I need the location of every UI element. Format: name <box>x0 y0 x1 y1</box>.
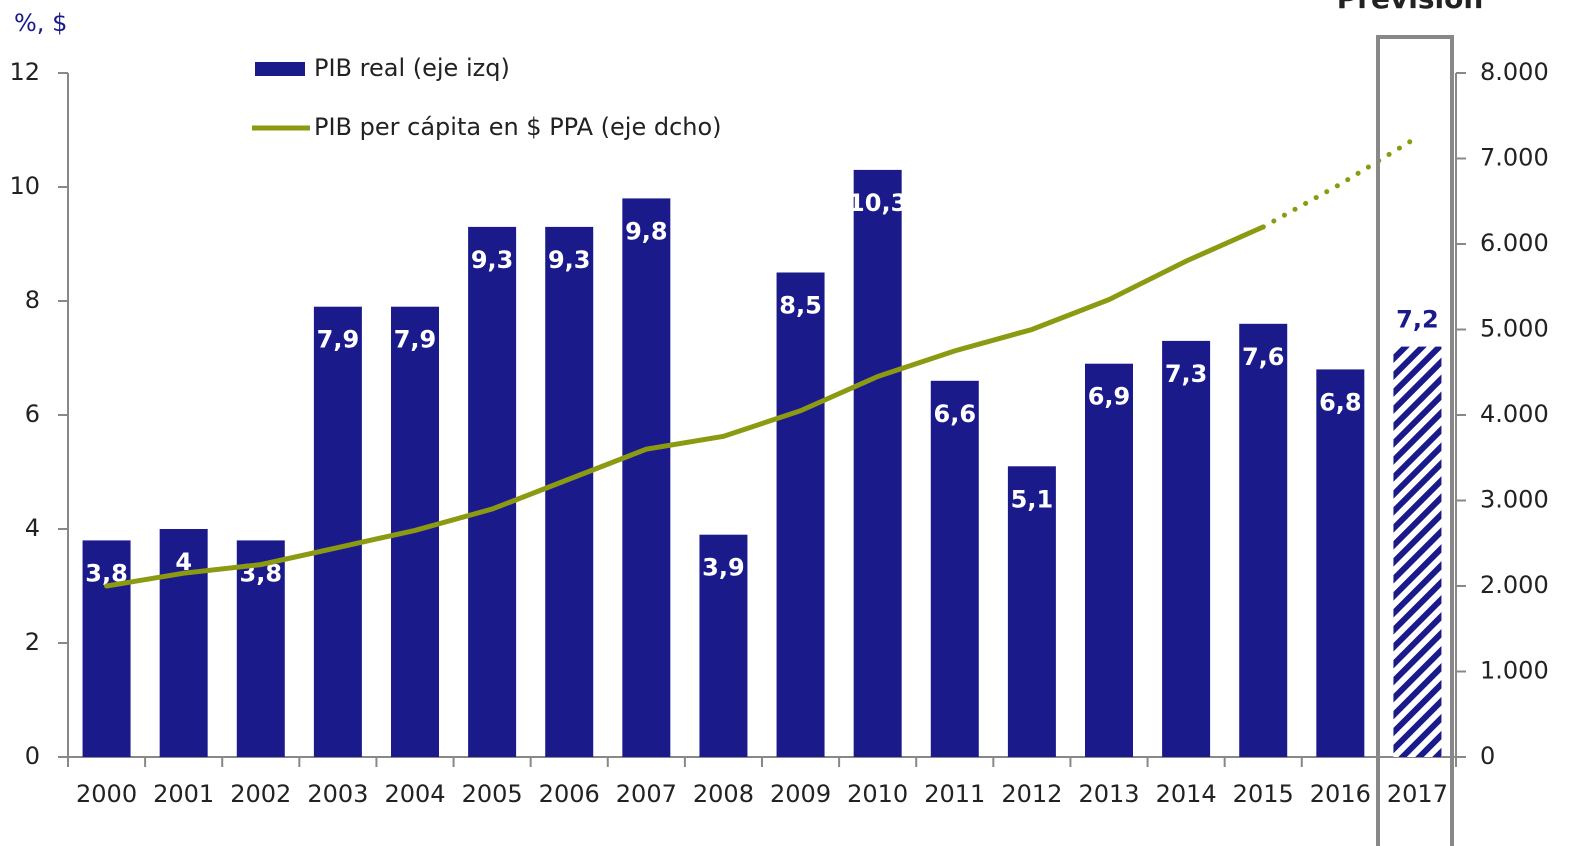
bar <box>853 169 902 757</box>
y-tick-label: 0 <box>25 742 40 770</box>
line-forecast <box>1260 134 1420 230</box>
bar <box>545 226 594 757</box>
legend-label: PIB real (eje izq) <box>314 54 510 82</box>
x-tick-label: 2013 <box>1078 780 1139 808</box>
value-label: 6,6 <box>934 400 977 428</box>
legend-swatch <box>255 62 305 76</box>
y2-tick-label: 6.000 <box>1480 229 1549 257</box>
value-label: 7,9 <box>394 326 437 354</box>
bar <box>1007 466 1056 757</box>
bar <box>930 380 979 757</box>
value-label: 7,6 <box>1242 343 1285 371</box>
x-tick-label: 2007 <box>616 780 677 808</box>
value-label: 6,9 <box>1088 383 1131 411</box>
y2-tick-label: 3.000 <box>1480 486 1549 514</box>
bar <box>236 540 285 757</box>
value-label: 9,3 <box>471 246 514 274</box>
y-axis-title: %, $ <box>14 9 67 37</box>
bar <box>1162 340 1211 757</box>
bar <box>776 272 825 757</box>
line <box>104 224 1266 589</box>
y-tick-label: 6 <box>25 400 40 428</box>
bar <box>1393 346 1442 757</box>
y2-tick-label: 0 <box>1480 742 1495 770</box>
value-label: 7,2 <box>1396 306 1439 334</box>
x-tick-label: 2014 <box>1156 780 1217 808</box>
bar <box>1239 323 1288 757</box>
x-tick-label: 2005 <box>462 780 523 808</box>
x-tick-label: 2001 <box>153 780 214 808</box>
value-label: 9,3 <box>548 246 591 274</box>
value-label: 7,3 <box>1165 360 1208 388</box>
value-label: 5,1 <box>1011 485 1054 513</box>
x-tick-label: 2000 <box>76 780 137 808</box>
bar <box>1316 369 1365 757</box>
bar <box>1085 363 1133 757</box>
value-label: 8,5 <box>779 292 822 320</box>
value-label: 6,8 <box>1319 388 1362 416</box>
legend-label: PIB per cápita en $ PPA (eje dcho) <box>314 113 722 141</box>
y2-tick-label: 5.000 <box>1480 315 1549 343</box>
x-tick-label: 2010 <box>847 780 908 808</box>
bar <box>622 198 671 757</box>
y2-tick-label: 8.000 <box>1480 58 1549 86</box>
y-tick-label: 4 <box>25 514 40 542</box>
y-tick-label: 2 <box>25 628 40 656</box>
x-tick-label: 2015 <box>1233 780 1294 808</box>
bar <box>313 306 362 757</box>
x-tick-label: 2003 <box>307 780 368 808</box>
y2-tick-label: 7.000 <box>1480 144 1549 172</box>
x-tick-label: 2016 <box>1310 780 1371 808</box>
y2-tick-label: 1.000 <box>1480 657 1549 685</box>
y-tick-label: 12 <box>9 58 40 86</box>
x-tick-label: 2002 <box>230 780 291 808</box>
x-tick-label: 2011 <box>924 780 985 808</box>
annotation: Previsión <box>1337 0 1484 15</box>
x-tick-label: 2008 <box>693 780 754 808</box>
forecast-box <box>1376 35 1454 846</box>
x-tick-label: 2006 <box>539 780 600 808</box>
value-label: 4 <box>175 548 192 576</box>
x-tick-label: 2012 <box>1001 780 1062 808</box>
y2-tick-label: 2.000 <box>1480 571 1549 599</box>
bar <box>82 540 131 757</box>
y-tick-label: 10 <box>9 172 40 200</box>
value-label: 10,3 <box>848 189 907 217</box>
x-tick-label: 2009 <box>770 780 831 808</box>
bar <box>159 529 208 757</box>
bar <box>468 226 517 757</box>
value-label: 9,8 <box>625 217 668 245</box>
value-label: 7,9 <box>317 326 360 354</box>
bar <box>699 534 748 757</box>
y-tick-label: 8 <box>25 286 40 314</box>
x-tick-label: 2017 <box>1387 780 1448 808</box>
value-label: 3,9 <box>702 554 745 582</box>
x-tick-label: 2004 <box>384 780 445 808</box>
y2-tick-label: 4.000 <box>1480 400 1549 428</box>
